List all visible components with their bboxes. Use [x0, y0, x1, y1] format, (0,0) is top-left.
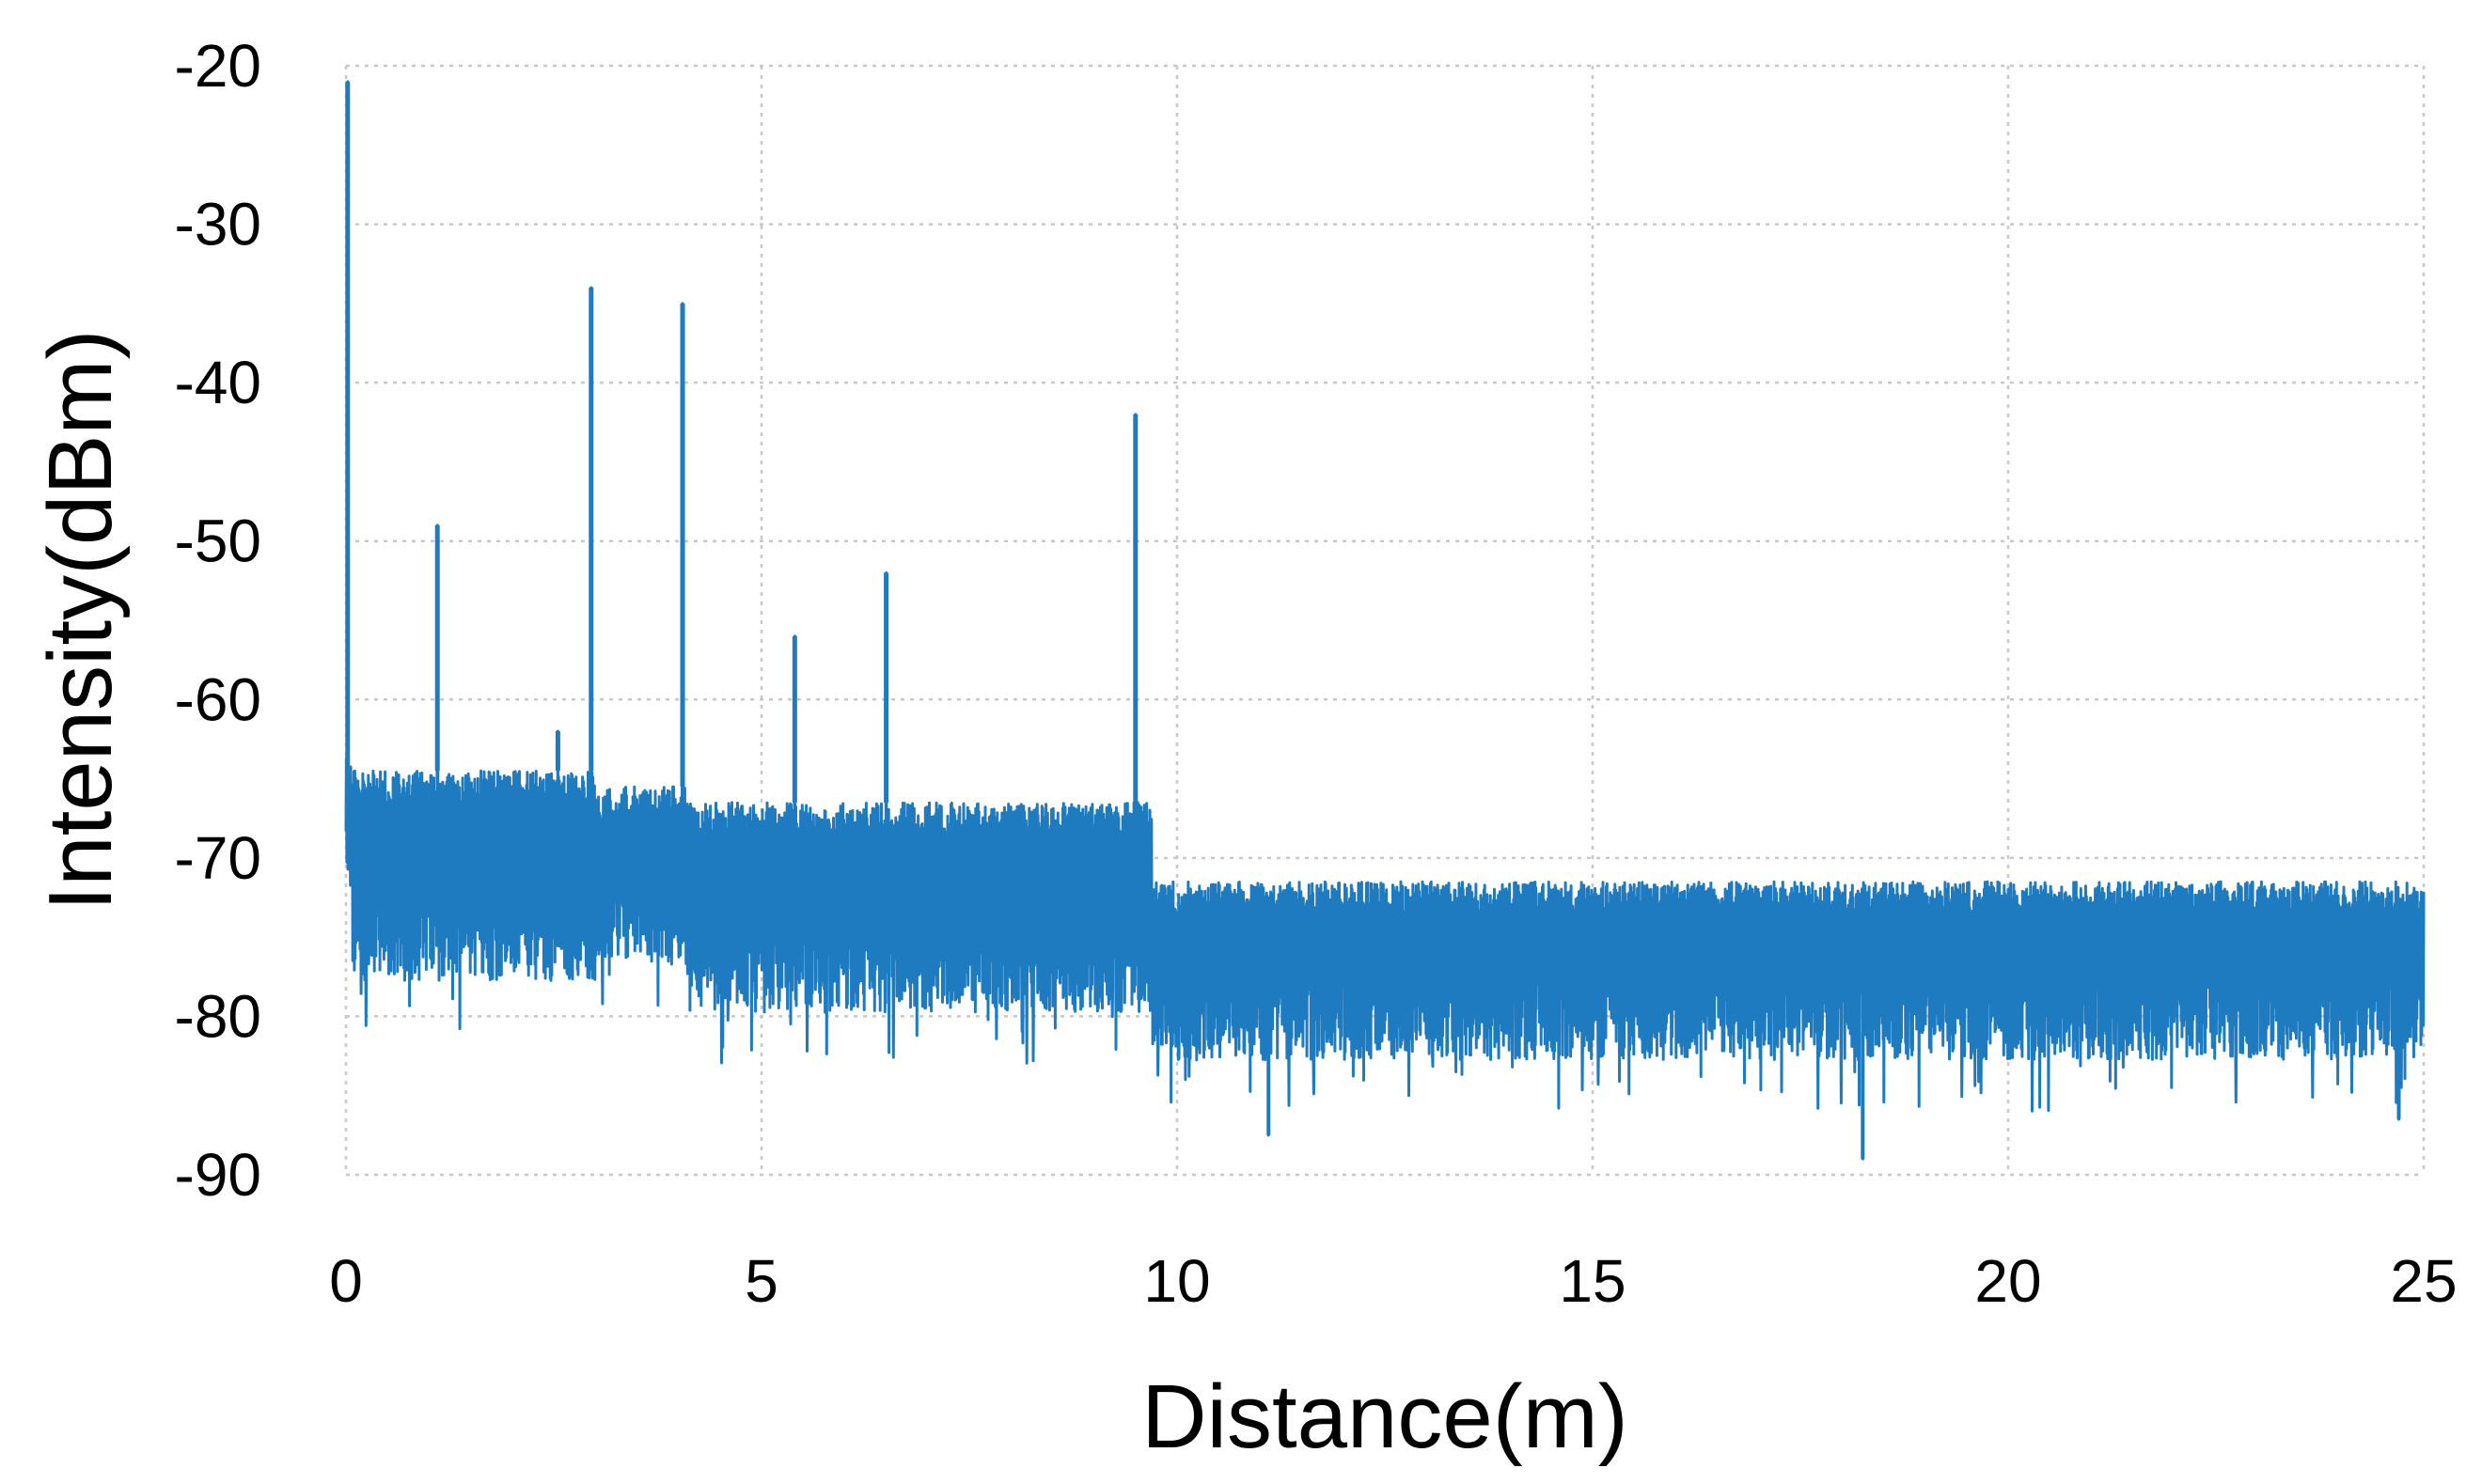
x-tick-label-1: 5 [745, 1247, 778, 1315]
x-tick-label-3: 15 [1559, 1247, 1626, 1315]
y-tick-label-2: -40 [175, 349, 262, 416]
y-tick-label-4: -60 [175, 665, 262, 733]
y-axis-label: Intensity(dBm) [30, 330, 131, 912]
series-intensity [344, 80, 2426, 1161]
x-axis-label: Distance(m) [1141, 1367, 1627, 1467]
y-tick-labels: -20 -30 -40 -50 -60 -70 -80 -90 [175, 32, 262, 1209]
x-tick-label-2: 10 [1143, 1247, 1210, 1315]
y-tick-label-1: -30 [175, 191, 262, 258]
y-tick-label-7: -90 [175, 1141, 262, 1209]
y-tick-label-5: -70 [175, 824, 262, 892]
x-tick-labels: 0 5 10 15 20 25 [329, 1247, 2457, 1315]
y-tick-label-6: -80 [175, 982, 262, 1050]
series-line [344, 80, 2426, 1161]
x-tick-label-0: 0 [329, 1247, 363, 1315]
x-tick-label-5: 25 [2390, 1247, 2457, 1315]
y-tick-label-0: -20 [175, 32, 262, 100]
y-tick-label-3: -50 [175, 508, 262, 575]
x-tick-label-4: 20 [1974, 1247, 2041, 1315]
